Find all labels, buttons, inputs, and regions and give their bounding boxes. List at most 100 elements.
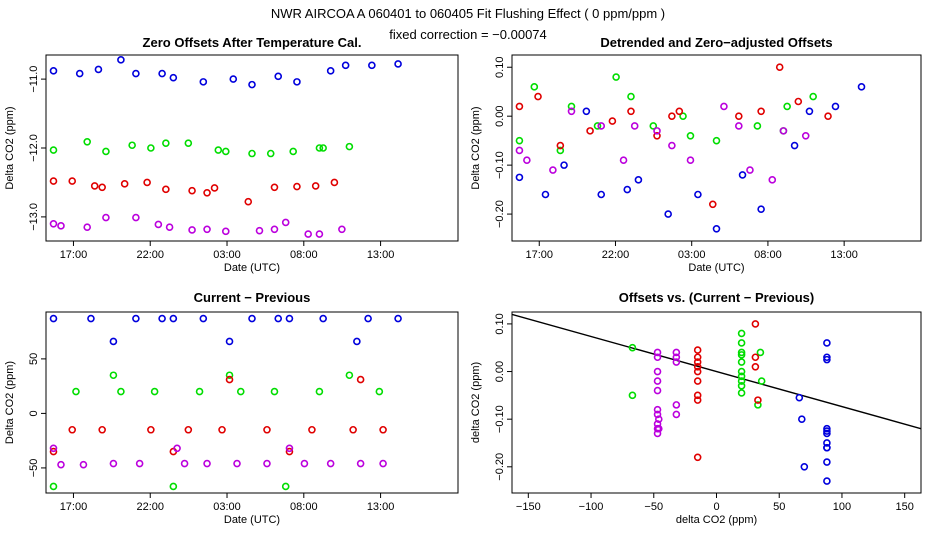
data-point-purple	[79, 460, 88, 469]
data-point-blue	[169, 314, 178, 323]
y-tick-label: 0.10	[494, 313, 506, 334]
data-point-green	[248, 149, 256, 158]
x-tick-label: 08:00	[290, 249, 318, 261]
data-point-purple	[653, 377, 662, 385]
panel-zero-offsets: Zero Offsets After Temperature Cal. 17:00…	[4, 35, 459, 274]
x-tick-label: −100	[579, 501, 604, 513]
data-point-red	[49, 447, 58, 456]
data-point-purple	[597, 122, 606, 130]
data-point-red	[143, 178, 151, 187]
data-point-green	[628, 343, 637, 352]
y-tick-label: −13.0	[28, 203, 40, 231]
x-tick-label: 08:00	[754, 249, 782, 261]
x-tick-label: 17:00	[60, 249, 88, 261]
data-point-blue	[94, 65, 103, 74]
data-point-blue	[823, 439, 831, 447]
data-point-purple	[203, 459, 211, 468]
data-point-purple	[102, 213, 110, 222]
data-point-red	[751, 353, 760, 362]
data-point-red	[754, 396, 762, 404]
x-tick-label: 0	[713, 501, 719, 513]
data-point-purple	[653, 429, 662, 438]
data-point-blue	[158, 69, 166, 78]
data-point-blue	[823, 458, 831, 466]
y-tick-label: −0.10	[494, 151, 506, 179]
x-tick-label: −150	[516, 501, 541, 513]
data-point-purple	[57, 222, 65, 230]
data-point-blue	[109, 337, 118, 346]
data-point-green	[289, 147, 298, 156]
data-point-green	[266, 149, 275, 158]
x-tick-label: 17:00	[525, 249, 553, 261]
data-point-red	[98, 183, 106, 192]
data-point-red	[263, 425, 271, 434]
data-point-blue	[757, 205, 765, 213]
data-point-red	[751, 320, 760, 328]
data-point-green	[184, 139, 193, 147]
data-point-purple	[263, 459, 271, 468]
panel-current-minus-previous: Current − Previous 17:00 22:00 03:00 08:00 13…	[4, 290, 459, 526]
data-point-green	[737, 367, 746, 376]
data-point-blue	[229, 75, 238, 83]
data-point-green	[649, 122, 658, 130]
data-point-red	[757, 107, 765, 116]
data-point-green	[737, 377, 746, 385]
data-point-purple	[49, 219, 58, 228]
data-point-blue	[823, 429, 831, 438]
data-point-purple	[779, 127, 788, 135]
data-point-green	[737, 348, 746, 357]
data-point-purple	[720, 102, 728, 111]
data-point-green	[214, 146, 223, 154]
series-blue	[49, 56, 402, 89]
data-point-blue	[800, 463, 809, 471]
x-tick-label: 13:00	[830, 249, 858, 261]
panel-title: Current − Previous	[194, 290, 311, 305]
data-point-red	[293, 182, 301, 191]
data-point-red	[203, 188, 211, 197]
plot-frame	[45, 311, 459, 494]
y-tick-label: 0.00	[494, 361, 506, 382]
x-axis-label: delta CO2 (ppm)	[676, 514, 757, 526]
data-point-green	[754, 401, 762, 409]
data-point-blue	[364, 314, 372, 323]
data-point-purple	[338, 225, 346, 234]
data-point-green	[515, 136, 524, 145]
plot-data	[515, 63, 866, 233]
series-purple	[653, 348, 681, 438]
data-point-purple	[300, 459, 309, 468]
data-point-blue	[274, 72, 283, 81]
y-axis-label: delta CO2 (ppm)	[470, 362, 482, 443]
panel-title: Offsets vs. (Current − Previous)	[619, 290, 814, 305]
data-point-green	[281, 482, 290, 491]
data-point-green	[225, 371, 234, 380]
data-point-purple	[304, 230, 312, 238]
x-tick-label: 22:00	[136, 501, 164, 513]
data-point-purple	[672, 348, 681, 357]
data-point-green	[169, 482, 178, 491]
data-point-purple	[83, 223, 91, 232]
data-point-green	[49, 146, 58, 154]
data-point-green	[737, 358, 746, 366]
data-point-green	[345, 371, 354, 380]
data-point-purple	[668, 141, 676, 150]
series-blue	[515, 83, 866, 233]
data-point-red	[188, 186, 196, 195]
data-point-purple	[523, 156, 531, 165]
series-green	[628, 329, 766, 409]
data-point-green	[809, 92, 817, 101]
data-point-red	[285, 447, 294, 456]
data-point-red	[608, 117, 617, 125]
data-point-purple	[735, 122, 743, 130]
data-point-purple	[653, 353, 662, 362]
data-point-blue	[158, 314, 166, 323]
figure-subtitle: fixed correction = −0.00074	[389, 27, 547, 42]
series-green	[49, 371, 384, 491]
series-red	[693, 320, 762, 462]
data-point-green	[270, 387, 279, 396]
series-purple	[49, 213, 346, 238]
y-tick-label: −0.20	[494, 200, 506, 228]
data-point-red	[356, 375, 365, 384]
data-point-green	[221, 147, 230, 156]
data-point-purple	[270, 225, 279, 234]
data-point-purple	[801, 131, 810, 140]
